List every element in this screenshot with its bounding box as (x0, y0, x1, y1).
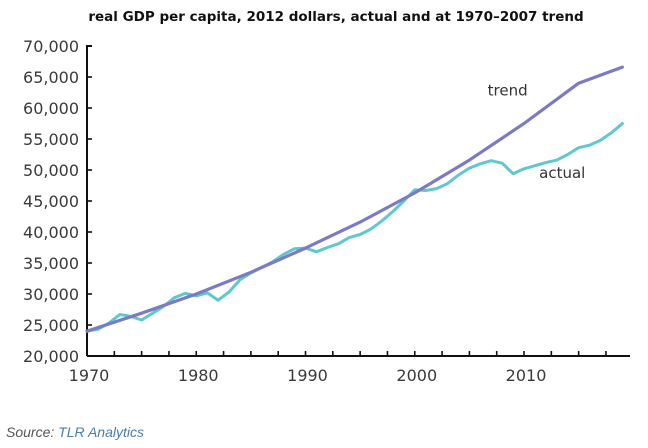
x-tick-label: 2010 (506, 366, 547, 385)
y-axis: 20,000 25,000 30,000 35,000 40,000 45,000 50,0… (23, 37, 92, 366)
y-tick-label: 55,000 (23, 130, 79, 149)
x-tick-label: 1990 (287, 366, 328, 385)
annotation-actual: actual (539, 164, 585, 182)
x-tick-label: 2000 (396, 366, 437, 385)
y-tick-label: 70,000 (23, 37, 79, 56)
annotations: trend actual (488, 82, 586, 182)
annotation-trend: trend (488, 82, 528, 100)
y-tick-label: 20,000 (23, 347, 79, 366)
series-line-trend (85, 65, 624, 333)
x-axis: 1970 1980 1990 2000 2010 (69, 351, 630, 385)
source-note: Source: TLR Analytics (6, 424, 144, 440)
y-tick-label: 45,000 (23, 192, 79, 211)
y-tick-label: 25,000 (23, 316, 79, 335)
y-tick-label: 40,000 (23, 223, 79, 242)
y-tick-label: 60,000 (23, 99, 79, 118)
x-tick-label: 1980 (178, 366, 219, 385)
chart-title: real GDP per capita, 2012 dollars, actua… (88, 9, 583, 25)
gdp-chart: real GDP per capita, 2012 dollars, actua… (23, 9, 630, 385)
source-prefix: Source: (6, 424, 55, 440)
y-tick-label: 50,000 (23, 161, 79, 180)
x-tick-label: 1970 (69, 366, 110, 385)
series-group (85, 65, 624, 333)
y-tick-label: 35,000 (23, 254, 79, 273)
y-tick-label: 65,000 (23, 68, 79, 87)
y-tick-label: 30,000 (23, 285, 79, 304)
series-line-actual (85, 122, 624, 333)
source-link[interactable]: TLR Analytics (58, 424, 144, 440)
